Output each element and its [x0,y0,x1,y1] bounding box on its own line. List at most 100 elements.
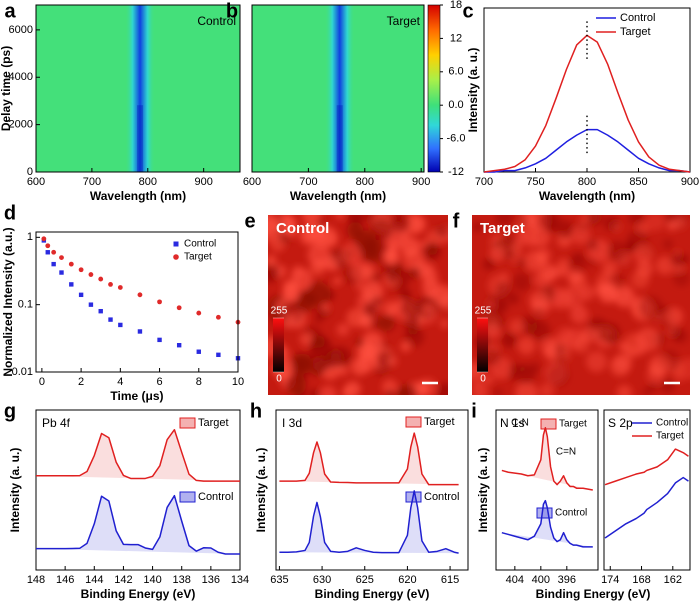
image-blob [665,307,684,326]
x-tick-label: 700 [475,176,493,188]
colorbar [273,318,284,372]
image-blob [315,306,325,316]
series-line [604,448,689,486]
image-blob [570,305,589,324]
x-axis-title: Wavelength (nm) [290,189,386,203]
image-blob [616,384,633,395]
image-blob [516,364,536,385]
data-point [196,310,202,316]
image-blob [603,215,620,231]
panel-title: Pb 4f [42,416,71,430]
image-blob [670,252,686,268]
image-blob [472,222,483,232]
panel-label: c [462,0,473,22]
legend-swatch [405,491,422,503]
image-blob [633,244,654,264]
image-blob [390,215,410,233]
image-blob [363,302,378,317]
legend-label: Target [656,431,684,442]
data-point [59,255,64,261]
panel-label: f [453,210,460,232]
legend-swatch [405,416,422,428]
image-blob [472,382,489,395]
y-axis-title: Intensity (a. u.) [8,448,22,533]
image-blob [307,243,330,267]
image-blob [586,215,603,226]
panel-label: d [4,202,16,224]
legend-label: Control [198,491,233,503]
image-blob [308,359,326,376]
y-tick-label: 6000 [9,24,33,36]
colorbar [427,4,441,173]
image-blob [346,222,364,239]
image-blob [673,270,690,287]
image-blob [381,379,398,395]
image-blob [400,237,421,257]
image-blob [523,250,545,272]
y-axis-title: Intensity (a. u.) [476,448,490,533]
panel-label: i [471,400,477,422]
x-tick-label: 404 [506,574,524,586]
image-blob [435,224,448,239]
legend-label: Control [656,418,688,429]
image-blob [369,316,382,329]
image-blob [614,287,636,308]
data-point [98,308,103,314]
x-tick-label: 142 [114,574,132,586]
image-blob [599,322,620,344]
image-blob [300,224,317,241]
image-blob [642,387,651,395]
series-line [501,499,593,548]
image-blob [408,267,420,279]
image-blob [628,215,645,226]
image-blob [268,263,279,283]
panel-label: g [4,400,16,422]
x-tick-label: 600 [243,176,261,188]
image-blob [529,290,550,312]
image-blob [326,350,344,368]
image-blob [618,342,628,352]
colorbar-label: 18 [450,0,462,11]
image-blob [624,241,637,253]
image-blob [370,219,393,242]
panel-title: Control [276,220,329,237]
legend-swatch [536,507,553,519]
colorbar-label: 0 [276,374,282,385]
x-tick-label: 146 [56,574,74,586]
y-tick-label: 0 [27,166,33,178]
x-tick-label: 138 [173,574,191,586]
image-blob [336,323,350,336]
image-blob [400,341,411,352]
colorbar-label: 0 [480,374,486,385]
plot-frame [495,409,599,571]
peak-shade [279,490,459,554]
image-blob [387,271,399,283]
image-blob [382,299,399,317]
image-blob [268,254,277,267]
data-point [88,272,94,277]
image-blob [609,356,631,377]
series-line [279,432,459,486]
image-blob [517,215,529,227]
image-blob [482,258,495,271]
legend-swatch [540,418,557,430]
y-axis-title: Intensity (a. u.) [254,448,268,533]
x-tick-label: 2 [78,376,84,388]
plot-frame [35,409,241,571]
image-blob [426,244,438,256]
image-blob [383,250,397,264]
image-blob [516,257,527,269]
image-blob [662,239,674,250]
data-point [78,292,84,298]
image-blob [509,318,525,335]
panel-title: S 2p [608,416,633,430]
image-blob [301,215,322,226]
image-blob [399,288,412,301]
image-blob [324,256,339,271]
image-blob [496,300,510,314]
image-blob [607,240,628,261]
image-blob [645,215,665,232]
heatmap-band-core [137,105,144,172]
x-tick-label: 900 [194,176,212,188]
